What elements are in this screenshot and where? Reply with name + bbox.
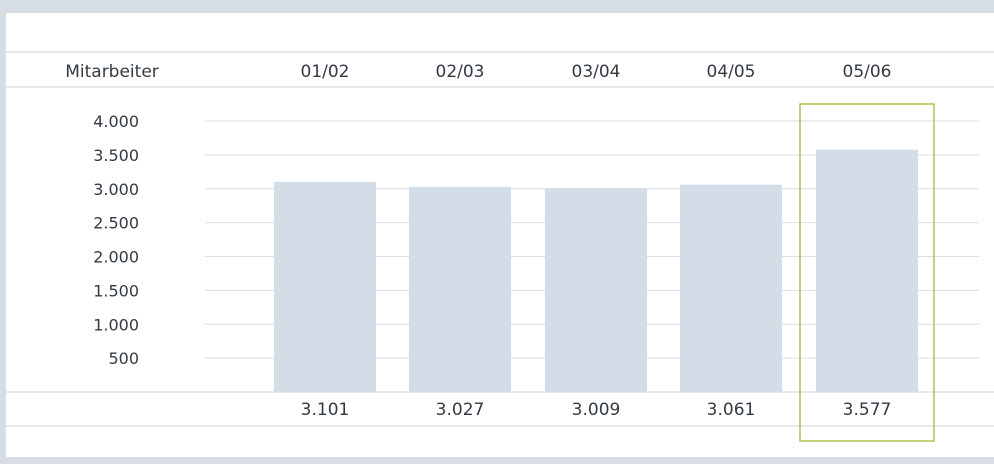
bar bbox=[816, 149, 918, 392]
category-label: 03/04 bbox=[572, 62, 621, 82]
y-tick-label: 1.000 bbox=[93, 315, 139, 334]
bar bbox=[409, 186, 511, 392]
highlight-box bbox=[799, 103, 935, 442]
labels-layer: Mitarbeiter 500 1.000 1.500 2.000 2.500 3.000… bbox=[65, 62, 891, 420]
bar bbox=[680, 184, 782, 392]
bars-layer bbox=[274, 149, 918, 392]
y-tick-label: 1.500 bbox=[93, 281, 139, 300]
value-label: 3.027 bbox=[436, 400, 485, 420]
category-label: 02/03 bbox=[436, 62, 485, 82]
header-label: Mitarbeiter bbox=[65, 62, 159, 82]
value-label: 3.061 bbox=[707, 400, 756, 420]
value-label: 3.009 bbox=[572, 400, 621, 420]
y-tick-label: 4.000 bbox=[93, 112, 139, 131]
category-label: 04/05 bbox=[707, 62, 756, 82]
y-tick-label: 2.500 bbox=[93, 214, 139, 233]
value-label: 3.577 bbox=[843, 400, 892, 420]
y-tick-label: 500 bbox=[108, 349, 139, 368]
y-tick-label: 3.000 bbox=[93, 180, 139, 199]
bar bbox=[274, 181, 376, 392]
category-label: 05/06 bbox=[843, 62, 892, 82]
category-label: 01/02 bbox=[301, 62, 350, 82]
bar bbox=[545, 188, 647, 392]
y-tick-label: 3.500 bbox=[93, 146, 139, 165]
value-label: 3.101 bbox=[301, 400, 350, 420]
y-tick-label: 2.000 bbox=[93, 248, 139, 267]
